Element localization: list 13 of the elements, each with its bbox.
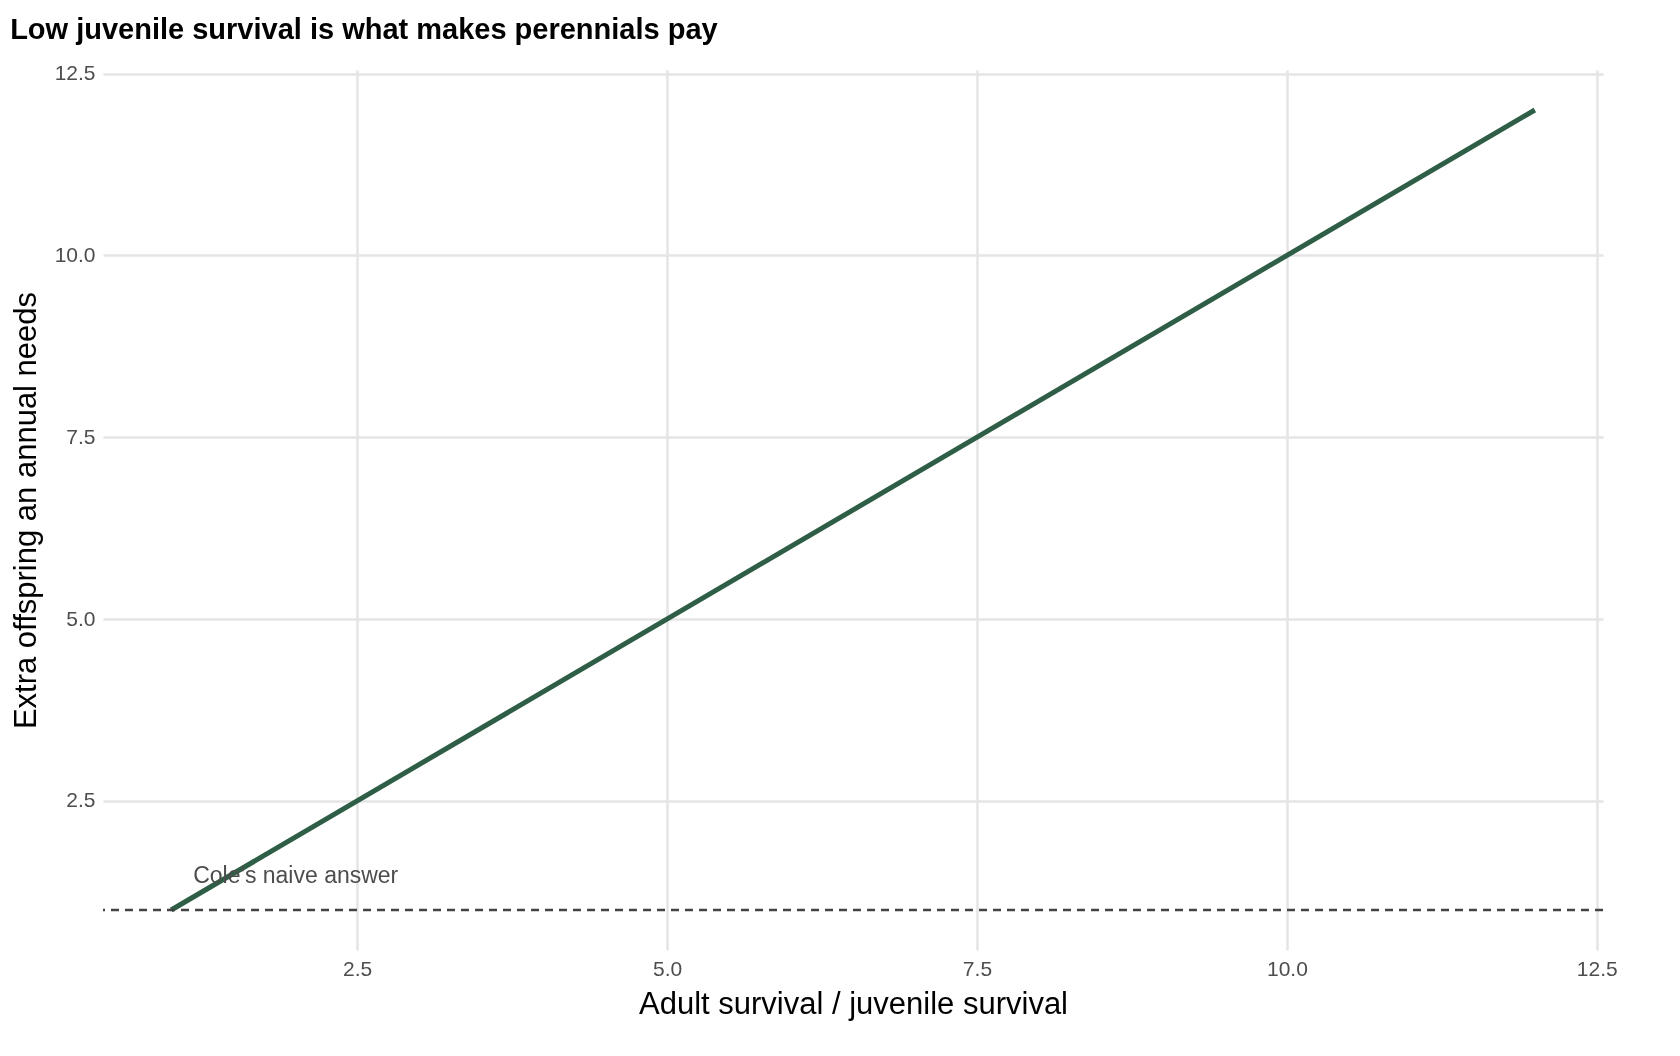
y-axis-title: Extra offspring an annual needs xyxy=(7,291,43,730)
y-tick-label: 10.0 xyxy=(54,242,96,266)
y-tick-label: 12.5 xyxy=(54,61,96,85)
x-tick-label: 5.0 xyxy=(652,956,683,980)
y-tick-label: 7.5 xyxy=(66,424,96,448)
chart-title: Low juvenile survival is what makes perennials pay xyxy=(10,12,718,45)
x-axis-title: Adult survival / juvenile survival xyxy=(638,985,1069,1021)
x-tick-label: 7.5 xyxy=(962,956,993,980)
y-tick-label: 2.5 xyxy=(66,788,96,812)
x-tick-label: 10.0 xyxy=(1266,956,1308,980)
y-tick-label: 5.0 xyxy=(66,606,96,630)
x-tick-label: 12.5 xyxy=(1576,956,1618,980)
x-tick-label: 2.5 xyxy=(343,956,373,980)
